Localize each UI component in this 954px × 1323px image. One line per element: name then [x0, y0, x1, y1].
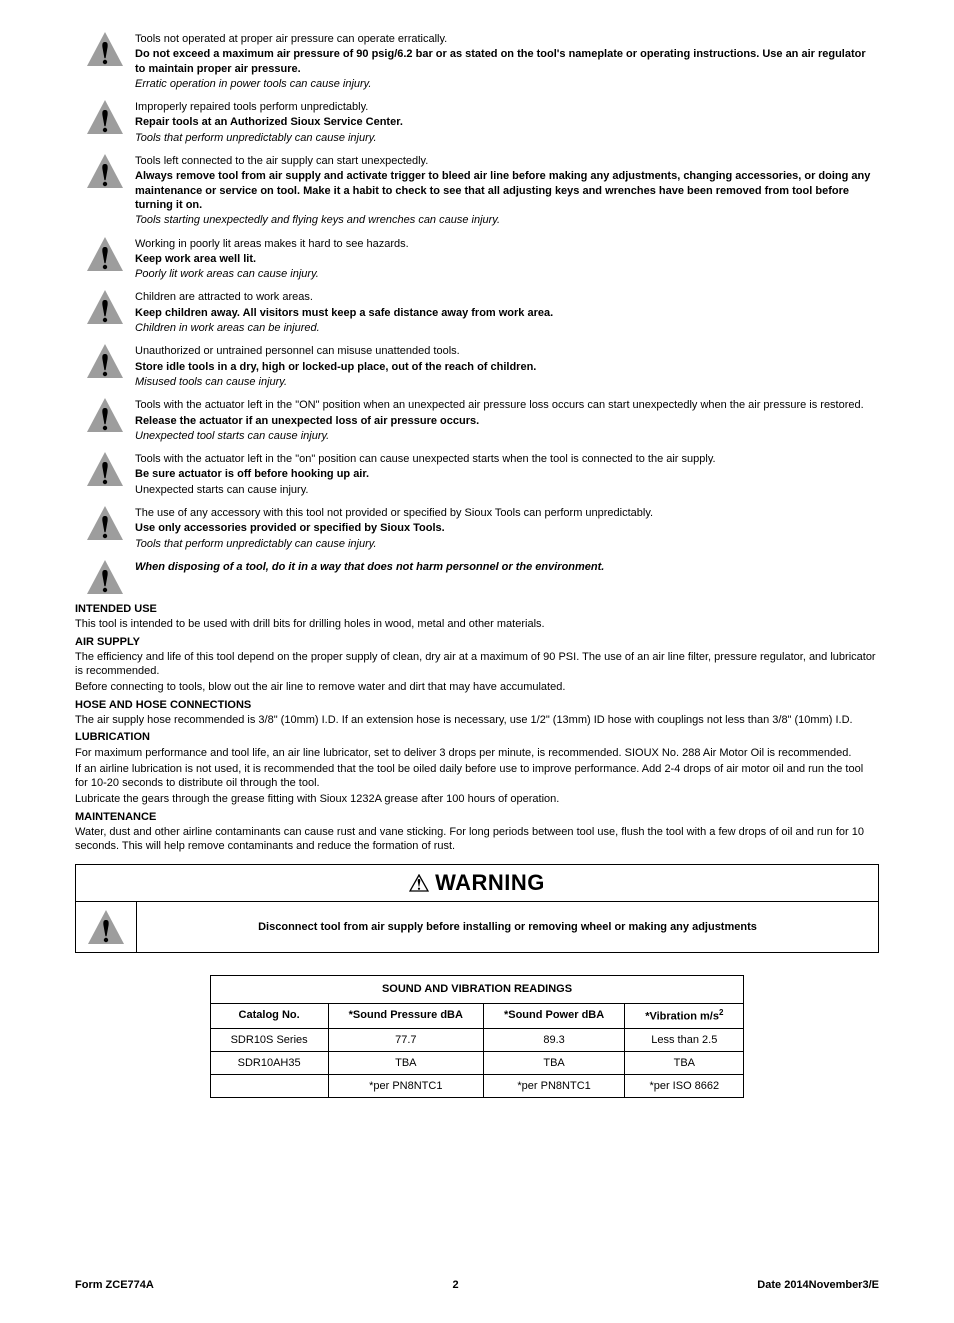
warning-icon [75, 342, 135, 380]
table-header: Catalog No. [210, 1003, 328, 1028]
warning-icon [75, 450, 135, 488]
table-header: *Vibration m/s2 [625, 1003, 744, 1028]
warning-banner-body: Disconnect tool from air supply before i… [137, 906, 878, 948]
lubrication-body2: If an airline lubrication is not used, i… [75, 762, 879, 791]
air-supply-body2: Before connecting to tools, blow out the… [75, 680, 879, 694]
footer-left: Form ZCE774A [75, 1278, 154, 1292]
warnings-list: Tools not operated at proper air pressur… [75, 30, 879, 596]
warning-icon [75, 288, 135, 326]
lubrication-body3: Lubricate the gears through the grease f… [75, 792, 879, 806]
table-cell: TBA [483, 1051, 624, 1074]
hose-head: HOSE AND HOSE CONNECTIONS [75, 698, 879, 712]
lubrication-body1: For maximum performance and tool life, a… [75, 746, 879, 760]
warning-text: Unauthorized or untrained personnel can … [135, 342, 879, 390]
table-cell: SDR10S Series [210, 1028, 328, 1051]
readings-table: SOUND AND VIBRATION READINGS Catalog No.… [210, 975, 745, 1098]
warning-text: Tools not operated at proper air pressur… [135, 30, 879, 92]
warning-row: Tools left connected to the air supply c… [75, 152, 879, 228]
table-cell: *per PN8NTC1 [328, 1075, 483, 1098]
warning-icon [75, 30, 135, 68]
table-title: SOUND AND VIBRATION READINGS [210, 976, 744, 1003]
warning-row: Tools with the actuator left in the "on"… [75, 450, 879, 498]
table-cell: 77.7 [328, 1028, 483, 1051]
table-cell [210, 1075, 328, 1098]
table-row: SDR10S Series77.789.3Less than 2.5 [210, 1028, 744, 1051]
warning-row: Children are attracted to work areas.Kee… [75, 288, 879, 336]
warning-row: Tools with the actuator left in the "ON"… [75, 396, 879, 444]
table-header: *Sound Power dBA [483, 1003, 624, 1028]
warning-icon [75, 558, 135, 596]
table-row: SDR10AH35TBATBATBA [210, 1051, 744, 1074]
warning-banner-title: WARNING [76, 865, 878, 903]
footer-right: Date 2014November3/E [757, 1278, 879, 1292]
warning-text: Tools with the actuator left in the "on"… [135, 450, 879, 498]
warning-icon [75, 98, 135, 136]
table-header: *Sound Pressure dBA [328, 1003, 483, 1028]
table-cell: 89.3 [483, 1028, 624, 1051]
table-cell: TBA [625, 1051, 744, 1074]
intended-use-head: INTENDED USE [75, 602, 879, 616]
table-cell: *per PN8NTC1 [483, 1075, 624, 1098]
air-supply-head: AIR SUPPLY [75, 635, 879, 649]
warning-text: When disposing of a tool, do it in a way… [135, 558, 879, 575]
warning-row: Working in poorly lit areas makes it har… [75, 235, 879, 283]
table-cell: *per ISO 8662 [625, 1075, 744, 1098]
table-cell: Less than 2.5 [625, 1028, 744, 1051]
table-cell: TBA [328, 1051, 483, 1074]
maintenance-body: Water, dust and other airline contaminan… [75, 825, 879, 854]
maintenance-head: MAINTENANCE [75, 810, 879, 824]
warning-icon [75, 504, 135, 542]
warning-row: The use of any accessory with this tool … [75, 504, 879, 552]
warning-text: Tools with the actuator left in the "ON"… [135, 396, 879, 444]
air-supply-body1: The efficiency and life of this tool dep… [75, 650, 879, 679]
warning-text: Improperly repaired tools perform unpred… [135, 98, 879, 146]
table-cell: SDR10AH35 [210, 1051, 328, 1074]
warning-banner-title-text: WARNING [435, 869, 545, 898]
lubrication-head: LUBRICATION [75, 730, 879, 744]
intended-use-body: This tool is intended to be used with dr… [75, 617, 879, 631]
warning-text: Working in poorly lit areas makes it har… [135, 235, 879, 283]
warning-icon [75, 396, 135, 434]
warning-banner-icon [86, 908, 126, 946]
warning-row: Unauthorized or untrained personnel can … [75, 342, 879, 390]
warning-icon [75, 152, 135, 190]
warning-row: Improperly repaired tools perform unpred… [75, 98, 879, 146]
warning-row: Tools not operated at proper air pressur… [75, 30, 879, 92]
page-footer: Form ZCE774A 2 Date 2014November3/E [75, 1278, 879, 1292]
warning-row: When disposing of a tool, do it in a way… [75, 558, 879, 596]
warning-text: The use of any accessory with this tool … [135, 504, 879, 552]
hose-body: The air supply hose recommended is 3/8" … [75, 713, 879, 727]
warning-text: Tools left connected to the air supply c… [135, 152, 879, 228]
warning-banner: WARNING Disconnect tool from air supply … [75, 864, 879, 954]
warning-title-icon [409, 874, 429, 892]
table-row: *per PN8NTC1*per PN8NTC1*per ISO 8662 [210, 1075, 744, 1098]
warning-text: Children are attracted to work areas.Kee… [135, 288, 879, 336]
footer-center: 2 [453, 1278, 459, 1292]
warning-icon [75, 235, 135, 273]
